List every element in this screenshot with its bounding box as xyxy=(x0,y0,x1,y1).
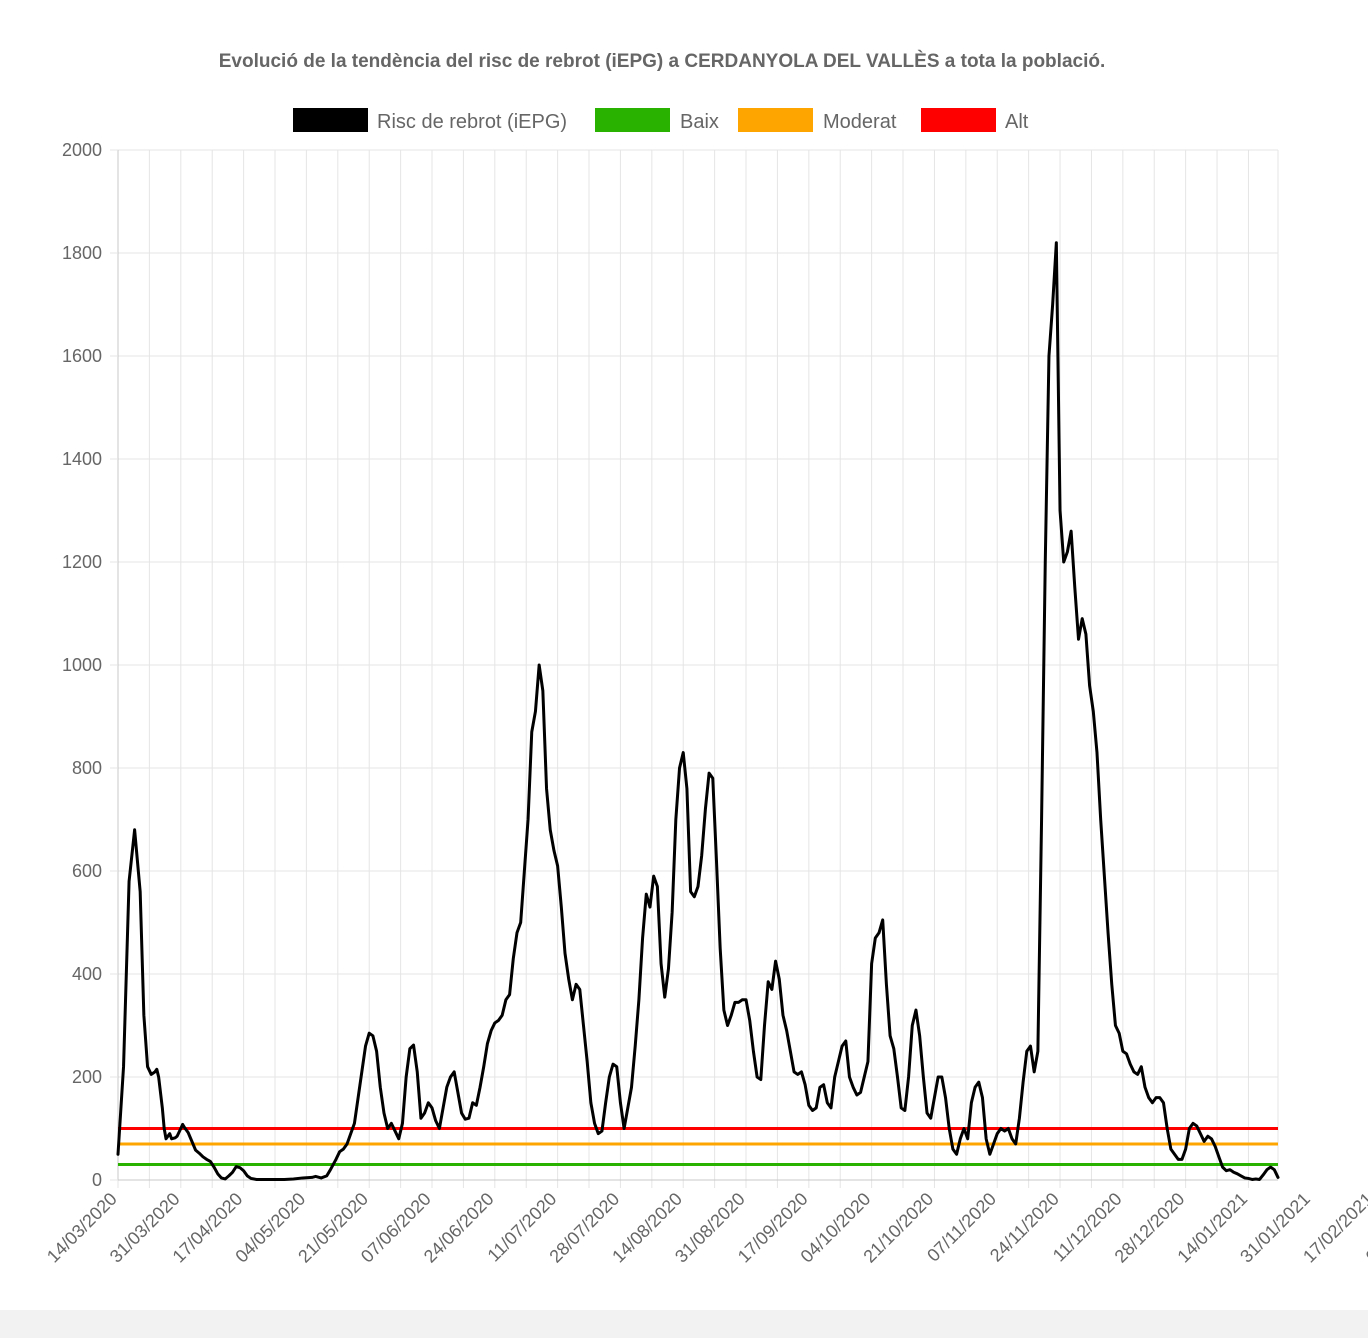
y-axis: 0 200 400 600 800 1000 1200 1400 1600 1800 2000 xyxy=(62,140,118,1190)
legend-label-baix: Baix xyxy=(680,111,719,133)
y-tick-label: 200 xyxy=(72,1067,102,1087)
legend-label-iepg: Risc de rebrot (iEPG) xyxy=(377,111,567,133)
series-line-iepg xyxy=(116,241,1280,1181)
legend-item-alt[interactable]: Alt xyxy=(921,108,1029,133)
legend-swatch-moderat xyxy=(738,108,813,132)
series-layer xyxy=(116,241,1280,1181)
legend-swatch-alt xyxy=(921,108,996,132)
legend-swatch-iepg xyxy=(293,108,368,132)
chart-title: Evolució de la tendència del risc de reb… xyxy=(219,50,1106,72)
x-axis: 14/03/202031/03/202017/04/202004/05/2020… xyxy=(43,1189,1368,1267)
legend-label-alt: Alt xyxy=(1005,111,1029,133)
iepg-line-chart: Evolució de la tendència del risc de reb… xyxy=(43,50,1368,1267)
threshold-lines xyxy=(118,1127,1278,1167)
legend: Risc de rebrot (iEPG) Baix Moderat Alt xyxy=(293,108,1029,133)
legend-item-baix[interactable]: Baix xyxy=(595,108,719,133)
gridlines xyxy=(117,149,1279,1188)
legend-label-moderat: Moderat xyxy=(823,111,897,133)
y-tick-label: 1800 xyxy=(62,243,102,263)
legend-swatch-baix xyxy=(595,108,670,132)
y-tick-label: 400 xyxy=(72,964,102,984)
legend-item-iepg[interactable]: Risc de rebrot (iEPG) xyxy=(293,108,567,133)
y-tick-label: 0 xyxy=(92,1170,102,1190)
y-tick-label: 1600 xyxy=(62,346,102,366)
y-tick-label: 800 xyxy=(72,758,102,778)
y-tick-label: 1000 xyxy=(62,655,102,675)
y-tick-label: 1200 xyxy=(62,552,102,572)
y-tick-label: 2000 xyxy=(62,140,102,160)
chart-page: Evolució de la tendència del risc de reb… xyxy=(42,50,1368,1267)
legend-item-moderat[interactable]: Moderat xyxy=(738,108,897,133)
y-tick-label: 600 xyxy=(72,861,102,881)
footer-band xyxy=(0,1310,1368,1338)
y-tick-label: 1400 xyxy=(62,449,102,469)
